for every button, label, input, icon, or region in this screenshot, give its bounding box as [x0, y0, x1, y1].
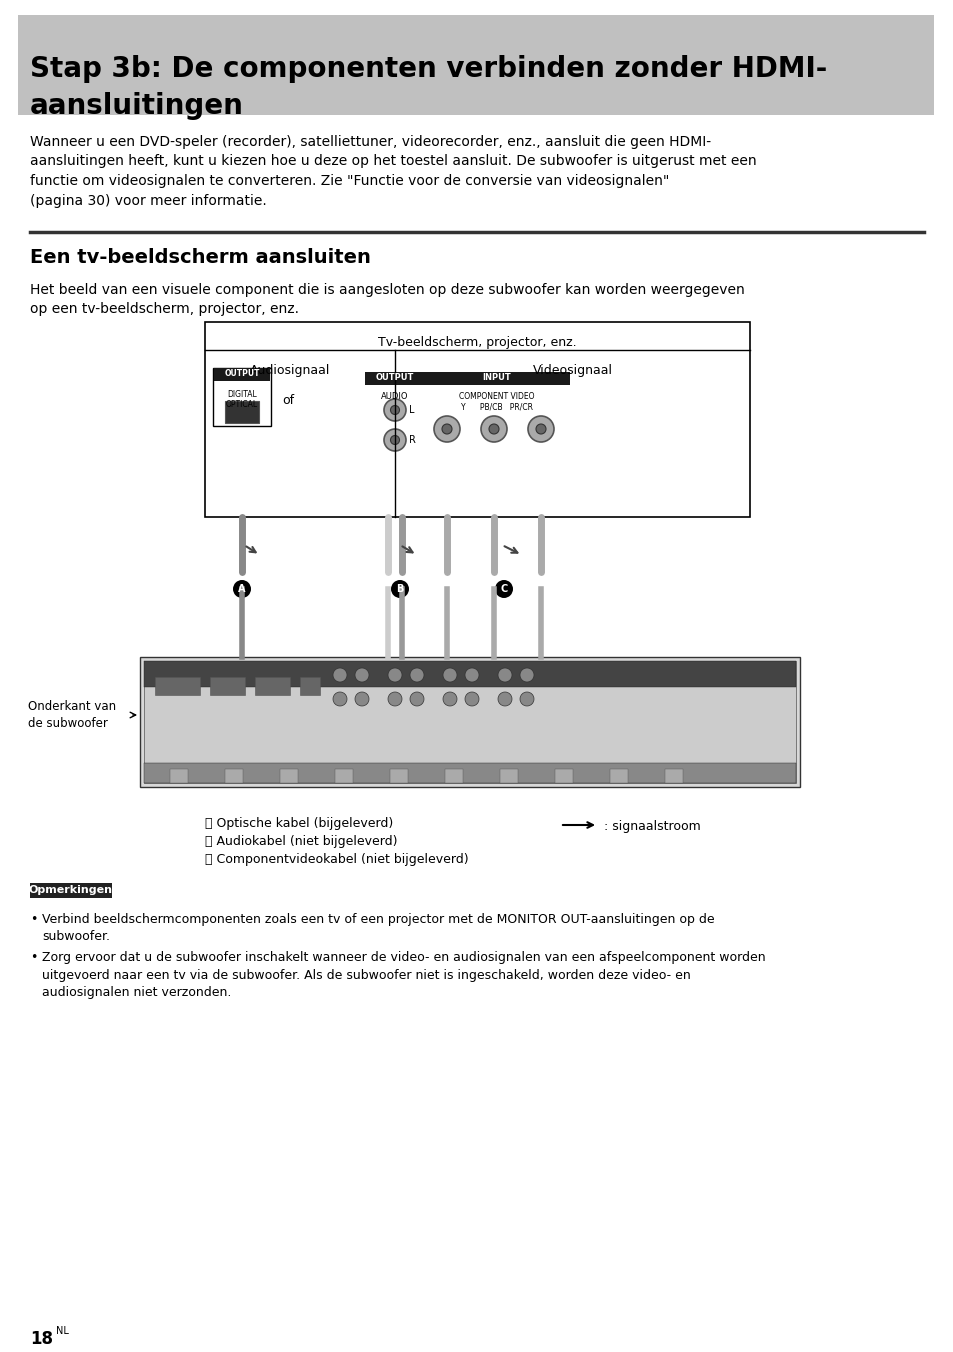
- Bar: [144, 763, 795, 783]
- Bar: [609, 769, 627, 783]
- Bar: [499, 769, 517, 783]
- Text: B: B: [395, 584, 403, 594]
- Text: COMPONENT VIDEO: COMPONENT VIDEO: [458, 392, 535, 402]
- Text: of: of: [282, 393, 294, 407]
- Bar: [365, 372, 424, 385]
- Circle shape: [497, 692, 512, 706]
- Bar: [254, 677, 290, 695]
- Text: Ⓒ Componentvideokabel (niet bijgeleverd): Ⓒ Componentvideokabel (niet bijgeleverd): [205, 853, 468, 867]
- Text: •: •: [30, 913, 37, 926]
- Text: Onderkant van
de subwoofer: Onderkant van de subwoofer: [28, 700, 116, 730]
- Text: Ⓐ Optische kabel (bijgeleverd): Ⓐ Optische kabel (bijgeleverd): [205, 817, 393, 830]
- Text: A: A: [238, 584, 246, 594]
- Text: OUTPUT: OUTPUT: [224, 369, 259, 379]
- Bar: [144, 661, 795, 783]
- Text: Verbind beeldschermcomponenten zoals een tv of een projector met de MONITOR OUT-: Verbind beeldschermcomponenten zoals een…: [42, 913, 714, 944]
- Text: Stap 3b: De componenten verbinden zonder HDMI-
aansluitingen: Stap 3b: De componenten verbinden zonder…: [30, 55, 826, 120]
- Circle shape: [355, 668, 369, 681]
- Bar: [390, 769, 408, 783]
- Text: INPUT: INPUT: [482, 373, 511, 383]
- Circle shape: [527, 416, 554, 442]
- Bar: [140, 657, 800, 787]
- Circle shape: [233, 580, 251, 598]
- Bar: [280, 769, 297, 783]
- Circle shape: [519, 668, 534, 681]
- Text: Audiosignaal: Audiosignaal: [250, 364, 330, 377]
- Circle shape: [495, 580, 513, 598]
- Bar: [444, 769, 462, 783]
- Text: C: C: [500, 584, 507, 594]
- Text: AUDIO: AUDIO: [381, 392, 408, 402]
- Text: Een tv-beeldscherm aansluiten: Een tv-beeldscherm aansluiten: [30, 247, 371, 266]
- Text: Opmerkingen: Opmerkingen: [29, 886, 112, 895]
- Circle shape: [489, 425, 498, 434]
- Circle shape: [391, 580, 409, 598]
- Bar: [555, 769, 573, 783]
- Circle shape: [384, 399, 406, 420]
- Circle shape: [464, 692, 478, 706]
- Circle shape: [388, 692, 401, 706]
- Bar: [213, 368, 270, 381]
- Bar: [213, 368, 271, 426]
- Circle shape: [390, 435, 399, 445]
- Bar: [205, 322, 749, 516]
- Bar: [299, 677, 319, 695]
- Circle shape: [519, 692, 534, 706]
- Circle shape: [442, 692, 456, 706]
- Text: : signaalstroom: : signaalstroom: [603, 821, 700, 833]
- Circle shape: [390, 406, 399, 415]
- Circle shape: [333, 668, 347, 681]
- Text: L: L: [409, 406, 414, 415]
- Circle shape: [442, 668, 456, 681]
- Text: Y      PB/CB   PR/CR: Y PB/CB PR/CR: [460, 402, 533, 411]
- Bar: [170, 769, 188, 783]
- Text: Het beeld van een visuele component die is aangesloten op deze subwoofer kan wor: Het beeld van een visuele component die …: [30, 283, 744, 316]
- Bar: [18, 15, 933, 115]
- Circle shape: [464, 668, 478, 681]
- Bar: [424, 372, 569, 385]
- Circle shape: [434, 416, 459, 442]
- Text: Tv-beeldscherm, projector, enz.: Tv-beeldscherm, projector, enz.: [377, 337, 577, 349]
- Circle shape: [410, 692, 423, 706]
- Text: NL: NL: [56, 1326, 69, 1336]
- Text: Wanneer u een DVD-speler (recorder), satelliettuner, videorecorder, enz., aanslu: Wanneer u een DVD-speler (recorder), sat…: [30, 135, 756, 207]
- Circle shape: [333, 692, 347, 706]
- Circle shape: [497, 668, 512, 681]
- Text: Ⓑ Audiokabel (niet bijgeleverd): Ⓑ Audiokabel (niet bijgeleverd): [205, 836, 397, 848]
- Circle shape: [388, 668, 401, 681]
- Circle shape: [384, 429, 406, 452]
- Text: Videosignaal: Videosignaal: [532, 364, 612, 377]
- Text: •: •: [30, 950, 37, 964]
- Text: R: R: [409, 435, 416, 445]
- Bar: [30, 883, 112, 898]
- Circle shape: [410, 668, 423, 681]
- Text: Zorg ervoor dat u de subwoofer inschakelt wanneer de video- en audiosignalen van: Zorg ervoor dat u de subwoofer inschakel…: [42, 950, 765, 999]
- Circle shape: [536, 425, 545, 434]
- Bar: [154, 677, 200, 695]
- Bar: [664, 769, 682, 783]
- Text: DIGITAL
OPTICAL: DIGITAL OPTICAL: [226, 389, 258, 410]
- Bar: [225, 769, 243, 783]
- Bar: [225, 402, 258, 423]
- Circle shape: [480, 416, 506, 442]
- Text: OUTPUT: OUTPUT: [375, 373, 414, 383]
- Circle shape: [441, 425, 452, 434]
- Circle shape: [355, 692, 369, 706]
- Bar: [144, 661, 795, 687]
- Bar: [210, 677, 245, 695]
- Text: 18: 18: [30, 1330, 53, 1348]
- Bar: [335, 769, 353, 783]
